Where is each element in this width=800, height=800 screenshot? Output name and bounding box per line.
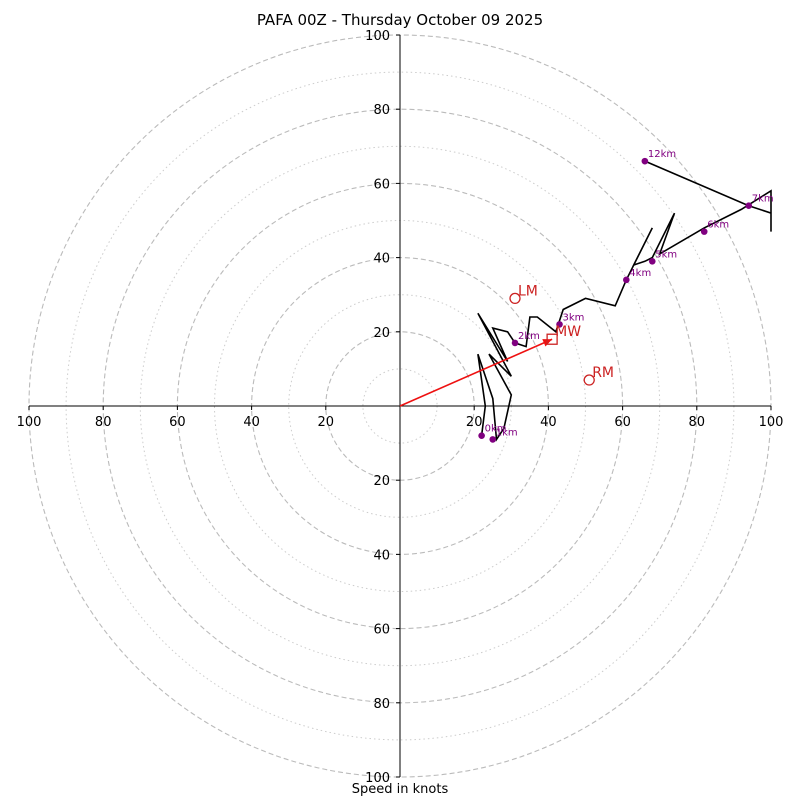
tick-label-left-100: 100 [17,415,42,430]
tick-label-top-80: 80 [373,103,390,118]
height-marker-label-2km: 2km [518,331,540,342]
height-marker-label-1km: 1km [496,427,518,438]
tick-label-right-80: 80 [689,415,706,430]
height-marker-5km [648,258,656,265]
height-marker-0km [478,432,485,439]
tick-label-top-100: 100 [365,29,390,44]
height-marker-label-4km: 4km [629,268,651,279]
height-marker-1km [489,436,497,443]
tick-label-top-40: 40 [373,252,390,267]
storm-motion-label-RM: RM [592,365,614,381]
x-axis-label: Speed in knots [351,782,449,797]
height-marker-label-0km: 0km [485,424,507,435]
storm-motion-marker-MW [546,333,558,345]
storm-motion-label-LM: LM [518,283,538,299]
height-marker-12km [641,157,649,165]
height-marker-label-7km: 7km [752,194,774,205]
hodograph-trace [477,160,772,442]
height-marker-label-6km: 6km [707,220,729,231]
height-marker-6km [700,228,708,235]
tick-label-bottom-20: 20 [373,474,390,489]
tick-label-top-60: 60 [373,177,390,192]
storm-motion-marker-LM [509,292,521,305]
tick-label-bottom-60: 60 [373,623,390,638]
tick-label-top-20: 20 [373,326,390,341]
height-marker-2km [511,339,519,347]
tick-label-right-60: 60 [614,415,631,430]
storm-motion-label-MW: MW [555,324,581,340]
storm-motions: LM MW RM [509,283,614,386]
height-marker-4km [623,276,630,284]
storm-motion-marker-RM [583,374,595,386]
hodograph-trace-group [477,160,772,442]
tick-labels: 20 20 20 20 40 40 40 40 60 60 60 60 80 80 80 80 100 100 10… [17,29,784,786]
height-marker-label-5km: 5km [655,249,677,260]
height-marker-label-3km: 3km [563,312,585,323]
height-marker-3km [556,321,563,328]
tick-label-left-40: 40 [243,415,260,430]
tick-label-bottom-80: 80 [373,697,390,712]
tick-label-right-20: 20 [466,415,483,430]
tick-label-left-20: 20 [318,415,335,430]
chart-title: PAFA 00Z - Thursday October 09 2025 [256,11,544,29]
tick-label-left-60: 60 [169,415,186,430]
tick-label-right-40: 40 [540,415,557,430]
mean-wind-vector-group [399,338,553,407]
mean-wind-vector-line [399,338,553,407]
tick-label-bottom-100: 100 [365,771,390,786]
tick-label-right-100: 100 [759,415,784,430]
tick-label-left-80: 80 [95,415,112,430]
tick-label-bottom-40: 40 [373,548,390,563]
height-marker-label-12km: 12km [648,149,676,160]
height-marker-7km [745,202,753,209]
